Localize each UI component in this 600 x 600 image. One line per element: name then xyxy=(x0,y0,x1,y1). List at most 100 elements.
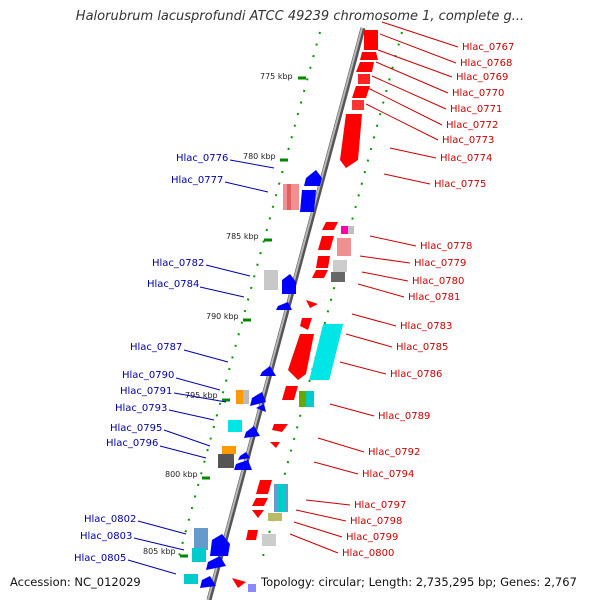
gene-hlac-0779-band xyxy=(337,238,351,256)
gene-hlac-0795-glyph[interactable] xyxy=(238,452,250,460)
gene-hlac-0791-glyph[interactable] xyxy=(256,404,266,412)
forward-gene-leader-line xyxy=(357,283,405,298)
gene-hlac-0772-glyph[interactable] xyxy=(352,100,364,110)
forward-gene-leader-line xyxy=(379,33,457,64)
gene-hlac-0776-glyph[interactable] xyxy=(304,170,322,186)
gene-hlac-0800-glyph[interactable] xyxy=(246,530,258,540)
gene-hlac-0799-glyph[interactable] xyxy=(252,510,264,518)
gene-hlac-0779-glyph[interactable] xyxy=(318,236,334,250)
gene-hlac-0773-glyph[interactable] xyxy=(340,114,362,168)
kbp-tick-label: 790 kbp xyxy=(206,312,239,321)
gene-hlac-0777-glyph[interactable] xyxy=(300,190,316,212)
gene-hlac-0785-glyph[interactable] xyxy=(288,334,314,380)
forward-gene-label[interactable]: Hlac_0799 xyxy=(346,532,398,543)
gene-hlac-0780-band xyxy=(333,260,347,272)
forward-gene-leader-line xyxy=(389,147,437,159)
forward-gene-label[interactable]: Hlac_0781 xyxy=(408,292,460,303)
reverse-gene-leader-line xyxy=(229,159,275,169)
reverse-gene-leader-line xyxy=(205,264,251,277)
reverse-gene-label[interactable]: Hlac_0782 xyxy=(152,258,204,269)
gene-band-stripe xyxy=(287,184,291,210)
gene-hlac-0789-glyph[interactable] xyxy=(282,386,298,400)
gene-hlac-0787-glyph[interactable] xyxy=(260,366,276,376)
reverse-gene-label[interactable]: Hlac_0803 xyxy=(80,531,132,542)
gene-hlac-0805-glyph[interactable] xyxy=(200,576,216,588)
gene-hlac-0784-glyph[interactable] xyxy=(276,302,292,310)
gene-hlac-0793-band xyxy=(228,420,242,432)
gene-hlac-0782-glyph[interactable] xyxy=(282,274,296,294)
gene-hlac-0792-glyph[interactable] xyxy=(272,424,288,432)
gene-hlac-0790-glyph[interactable] xyxy=(250,392,266,406)
gene-hlac-0767-glyph[interactable] xyxy=(364,30,378,50)
reverse-gene-label[interactable]: Hlac_0796 xyxy=(106,438,158,449)
forward-gene-label[interactable]: Hlac_0798 xyxy=(350,516,402,527)
gene-hlac-0803-glyph[interactable] xyxy=(206,556,226,570)
reverse-gene-label[interactable]: Hlac_0793 xyxy=(115,403,167,414)
forward-gene-leader-line xyxy=(313,461,359,475)
topology-text: Topology: circular; Length: 2,735,295 bp… xyxy=(261,575,577,589)
forward-gene-leader-line xyxy=(377,49,453,78)
forward-gene-label[interactable]: Hlac_0770 xyxy=(452,88,504,99)
forward-gene-label[interactable]: Hlac_0792 xyxy=(368,447,420,458)
gene-hlac-0794-glyph[interactable] xyxy=(270,442,280,448)
reverse-gene-label[interactable]: Hlac_0790 xyxy=(122,370,174,381)
forward-gene-leader-line xyxy=(339,361,387,375)
forward-gene-label[interactable]: Hlac_0773 xyxy=(442,135,494,146)
kbp-tick-label: 775 kbp xyxy=(260,72,293,81)
gene-hlac-0781-glyph[interactable] xyxy=(312,270,328,278)
gene-hlac-0797-glyph[interactable] xyxy=(256,480,272,494)
gene-hlac-0768-glyph[interactable] xyxy=(360,52,378,60)
forward-gene-label[interactable]: Hlac_0768 xyxy=(460,58,512,69)
forward-gene-label[interactable]: Hlac_0785 xyxy=(396,342,448,353)
reverse-gene-label[interactable]: Hlac_0776 xyxy=(176,153,228,164)
forward-gene-label[interactable]: Hlac_0767 xyxy=(462,42,514,53)
gene-hlac-0780-glyph[interactable] xyxy=(316,256,330,268)
reverse-gene-leader-line xyxy=(173,392,227,403)
reverse-gene-label[interactable]: Hlac_0802 xyxy=(84,514,136,525)
forward-gene-label[interactable]: Hlac_0786 xyxy=(390,369,442,380)
reverse-gene-leader-line xyxy=(133,537,185,551)
forward-gene-label[interactable]: Hlac_0794 xyxy=(362,469,414,480)
reverse-gene-label[interactable]: Hlac_0777 xyxy=(171,175,223,186)
gene-band-grey xyxy=(348,226,354,234)
forward-gene-leader-line xyxy=(371,75,447,110)
gene-hlac-0769-glyph[interactable] xyxy=(356,62,374,72)
gene-hlac-0778-glyph[interactable] xyxy=(322,222,338,230)
reverse-gene-label[interactable]: Hlac_0805 xyxy=(74,553,126,564)
gene-hlac-0770-glyph[interactable] xyxy=(358,74,370,84)
forward-gene-label[interactable]: Hlac_0775 xyxy=(434,179,486,190)
reverse-gene-label[interactable]: Hlac_0791 xyxy=(120,386,172,397)
backbone xyxy=(206,27,366,600)
forward-gene-label[interactable]: Hlac_0774 xyxy=(440,153,492,164)
gene-hlac-0797-band-2 xyxy=(278,484,286,512)
reverse-gene-label[interactable]: Hlac_0795 xyxy=(110,423,162,434)
gene-hlac-0802-glyph[interactable] xyxy=(210,534,230,556)
forward-gene-label[interactable]: Hlac_0772 xyxy=(446,120,498,131)
forward-gene-label[interactable]: Hlac_0800 xyxy=(342,548,394,559)
gene-hlac-0798-glyph[interactable] xyxy=(252,498,268,506)
forward-gene-label[interactable]: Hlac_0779 xyxy=(414,258,466,269)
gene-bottom-glyph[interactable] xyxy=(232,578,246,588)
forward-gene-leader-line xyxy=(351,313,397,327)
gene-hlac-0802-band xyxy=(194,528,208,550)
gene-hlac-0796-glyph[interactable] xyxy=(234,460,252,470)
forward-gene-label[interactable]: Hlac_0797 xyxy=(354,500,406,511)
forward-gene-label[interactable]: Hlac_0783 xyxy=(400,321,452,332)
gene-hlac-0783-glyph[interactable] xyxy=(306,300,318,308)
forward-gene-label[interactable]: Hlac_0771 xyxy=(450,104,502,115)
gene-hlac-0793-glyph[interactable] xyxy=(244,426,260,438)
forward-gene-label[interactable]: Hlac_0780 xyxy=(412,276,464,287)
reverse-gene-label[interactable]: Hlac_0787 xyxy=(130,342,182,353)
gene-hlac-0783b-glyph[interactable] xyxy=(300,318,312,330)
forward-gene-labels: Hlac_0767 Hlac_0768 Hlac_0769 Hlac_0770 Hlac… xyxy=(289,21,514,559)
forward-gene-label[interactable]: Hlac_0789 xyxy=(378,411,430,422)
gene-bottom-band xyxy=(248,584,256,592)
kbp-ticks: 775 kbp 780 kbp 785 kbp 790 kbp 795 kbp 800 k… xyxy=(143,72,306,558)
forward-gene-leader-line xyxy=(367,87,443,126)
forward-gene-leader-line xyxy=(289,533,339,554)
forward-gene-label[interactable]: Hlac_0769 xyxy=(456,72,508,83)
reverse-gene-label[interactable]: Hlac_0784 xyxy=(147,279,199,290)
gene-hlac-0771-glyph[interactable] xyxy=(352,86,370,98)
forward-gene-label[interactable]: Hlac_0778 xyxy=(420,241,472,252)
